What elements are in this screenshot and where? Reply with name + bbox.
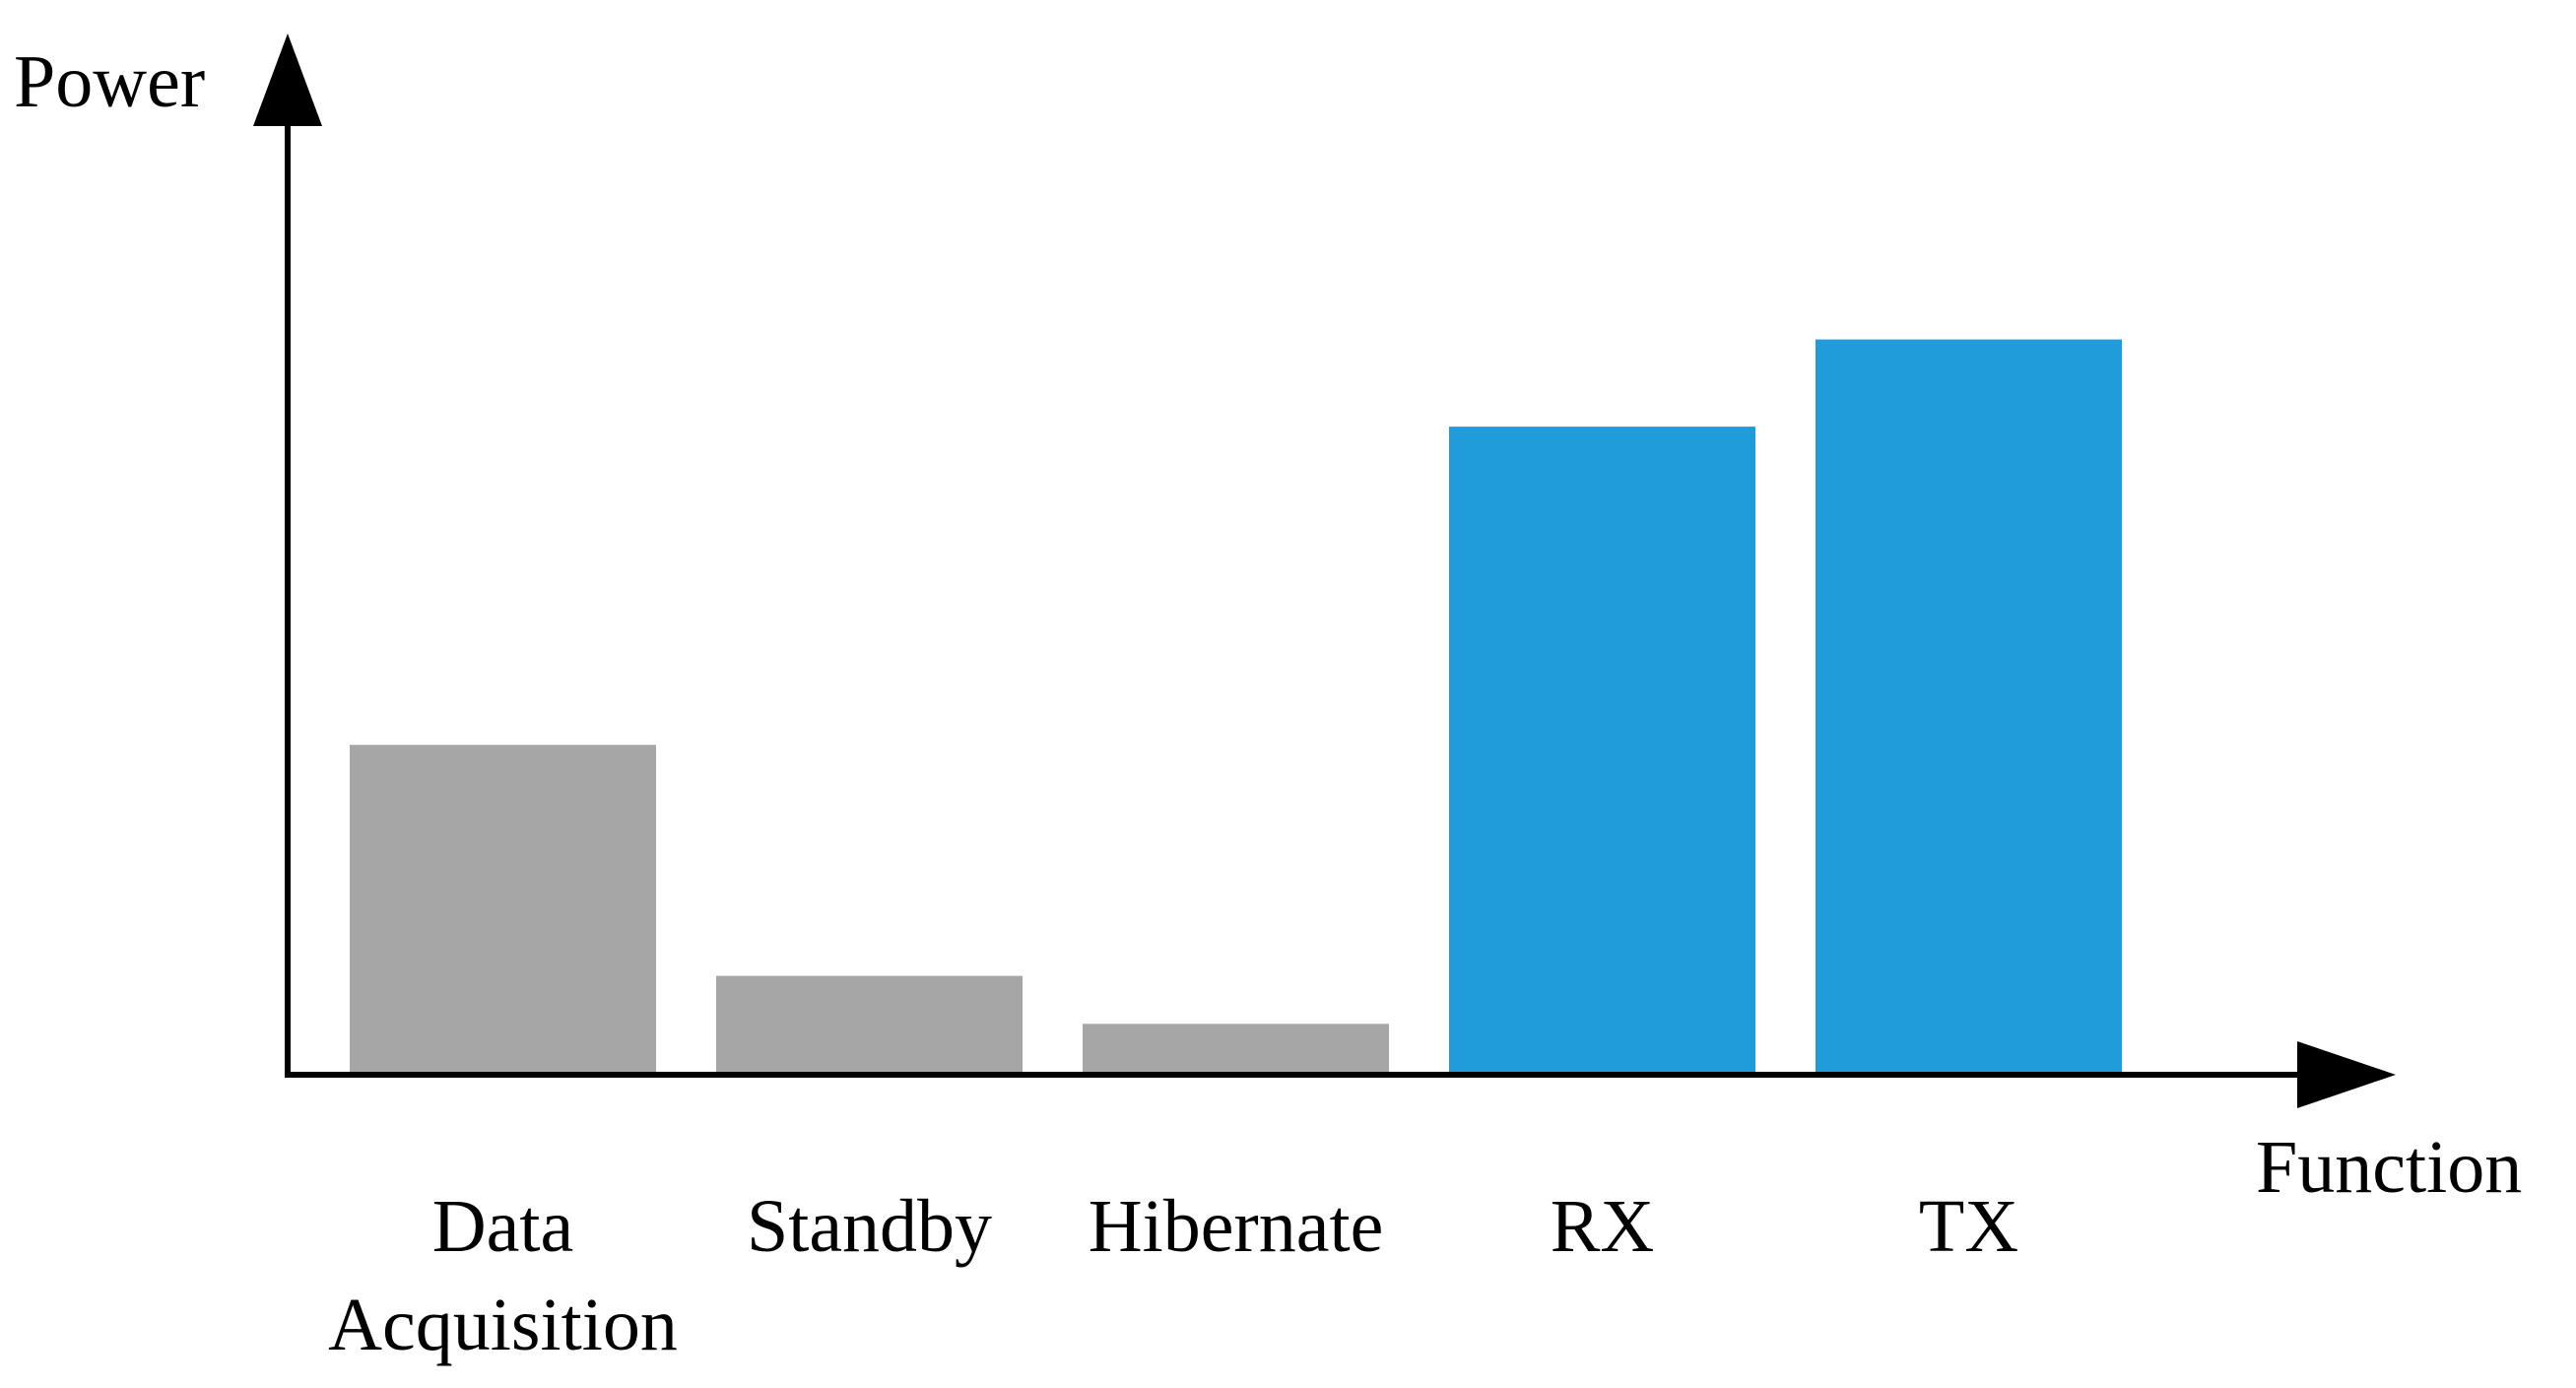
- bar-standby: [716, 975, 1023, 1072]
- x-axis-arrowhead: [2297, 1041, 2396, 1108]
- y-axis-title: Power: [14, 40, 205, 123]
- bar-rx: [1449, 427, 1755, 1073]
- x-tick-label-standby: Standby: [747, 1185, 992, 1268]
- bar-tx: [1816, 339, 2122, 1073]
- x-tick-label-line: Hibernate: [1089, 1185, 1384, 1268]
- x-tick-label-line: Acquisition: [328, 1284, 678, 1366]
- x-tick-label-line: TX: [1919, 1185, 2018, 1268]
- x-tick-labels: Data Acquisition Standby Hibernate RX TX: [328, 1185, 2018, 1366]
- x-tick-label-line: Data: [432, 1185, 573, 1268]
- y-axis-arrowhead: [253, 33, 322, 126]
- x-tick-label-data-acquisition: Data Acquisition: [328, 1185, 678, 1366]
- bars-group: [350, 339, 2122, 1073]
- x-tick-label-hibernate: Hibernate: [1089, 1185, 1384, 1268]
- x-axis-title: Function: [2256, 1126, 2522, 1209]
- x-tick-label-tx: TX: [1919, 1185, 2018, 1268]
- bar-data-acquisition: [350, 745, 656, 1072]
- x-tick-label-line: Standby: [747, 1185, 992, 1268]
- x-tick-label-rx: RX: [1551, 1185, 1655, 1268]
- bar-hibernate: [1083, 1024, 1389, 1072]
- x-tick-label-line: RX: [1551, 1185, 1655, 1268]
